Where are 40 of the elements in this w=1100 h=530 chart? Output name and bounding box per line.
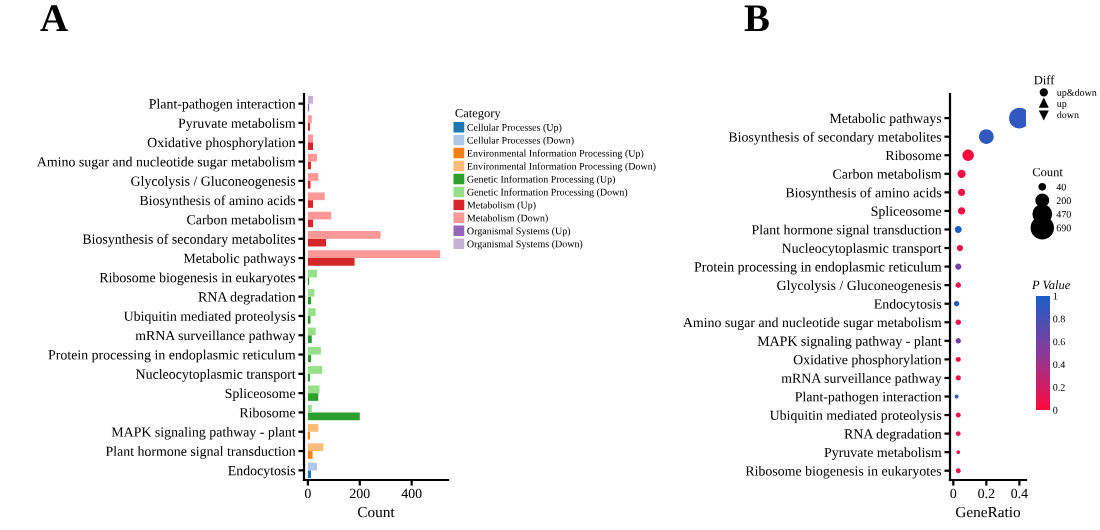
point (955, 356, 961, 362)
point (955, 468, 961, 474)
point (954, 226, 962, 233)
point (957, 207, 966, 215)
bar (307, 393, 319, 401)
point (955, 338, 961, 344)
bar (307, 443, 324, 452)
chart-title: A (40, 5, 68, 31)
point (955, 319, 961, 325)
point (953, 301, 960, 307)
bar (307, 258, 355, 266)
bar (307, 385, 320, 394)
point (955, 263, 962, 270)
bar (307, 192, 325, 201)
bar (307, 153, 317, 162)
bar (307, 238, 327, 247)
point (955, 282, 962, 288)
bar (307, 288, 315, 297)
point (955, 375, 961, 381)
bar (307, 219, 314, 228)
bar (307, 451, 313, 459)
point (957, 188, 966, 196)
bar (307, 250, 441, 259)
bar (307, 269, 317, 278)
bar (307, 200, 314, 208)
bar (307, 462, 317, 471)
bar (307, 366, 323, 374)
bar (307, 412, 360, 421)
bar (307, 142, 314, 150)
bar (307, 173, 319, 181)
chart-title: B (744, 5, 769, 32)
point (955, 412, 961, 418)
bar (307, 327, 316, 336)
bar (307, 424, 319, 432)
bar (307, 95, 314, 104)
bar (307, 346, 321, 355)
point (956, 244, 964, 252)
bar (307, 231, 381, 239)
point (957, 169, 966, 178)
bar (307, 308, 316, 316)
